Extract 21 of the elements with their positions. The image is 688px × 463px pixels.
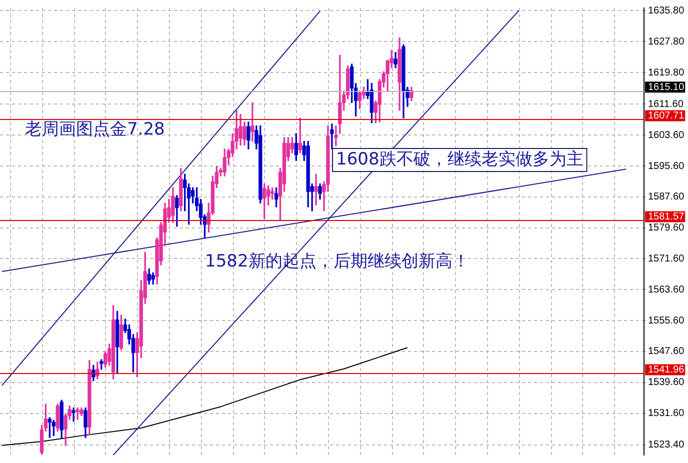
y-tick-label: 1563.60 [648, 284, 685, 296]
y-tick-label: 1579.60 [648, 222, 685, 234]
y-tick-label: 1531.60 [648, 408, 685, 420]
ref-line-label: 1615.10 [648, 82, 685, 93]
y-tick-label: 1611.60 [648, 98, 684, 110]
y-tick-label: 1547.60 [648, 346, 685, 358]
y-tick-label: 1595.60 [648, 160, 685, 172]
y-tick-label: 1603.60 [648, 130, 685, 141]
annotation: 老周画图点金7.28 [25, 119, 165, 140]
y-tick-label: 1571.60 [648, 253, 685, 264]
annotation: 1608跌不破，继续老实做多为主 [336, 149, 584, 170]
y-tick-label: 1627.80 [648, 36, 685, 48]
ref-line-label: 1581.57 [648, 211, 685, 222]
ref-line-label: 1607.71 [648, 110, 685, 122]
y-tick-label: 1619.80 [648, 67, 685, 78]
y-tick-label: 1523.40 [648, 440, 685, 451]
ref-line-label: 1541.96 [648, 364, 685, 376]
y-tick-label: 1539.60 [648, 377, 685, 388]
y-tick-label: 1587.60 [648, 192, 685, 203]
y-tick-label: 1635.80 [648, 5, 685, 16]
y-tick-label: 1555.60 [648, 315, 685, 326]
